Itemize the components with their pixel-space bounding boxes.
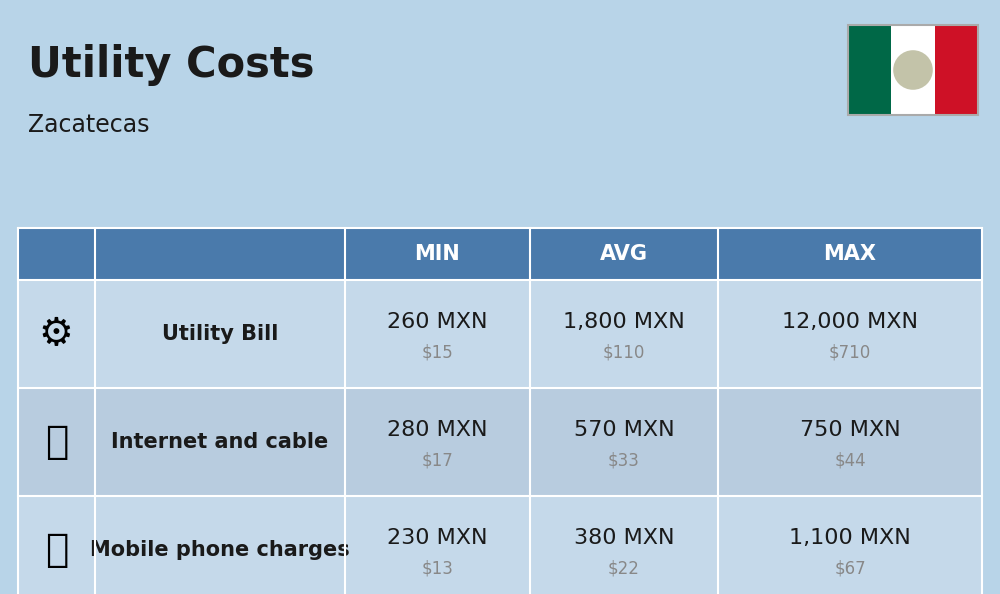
Bar [530,280,718,388]
Text: $710: $710 [829,343,871,361]
Text: $22: $22 [608,559,640,577]
Bar [530,388,718,496]
Bar [18,496,95,594]
Text: $110: $110 [603,343,645,361]
Text: ⚙️: ⚙️ [39,315,74,353]
Text: Internet and cable: Internet and cable [111,432,329,452]
Text: Utility Bill: Utility Bill [162,324,278,344]
Bar [95,496,345,594]
Circle shape [893,50,933,90]
Text: 📶: 📶 [45,423,68,461]
Text: 1,800 MXN: 1,800 MXN [563,312,685,332]
Bar [530,228,718,280]
Text: $13: $13 [422,559,453,577]
Text: 380 MXN: 380 MXN [574,528,674,548]
Text: MAX: MAX [824,244,876,264]
Text: Zacatecas: Zacatecas [28,113,150,137]
Bar [18,280,95,388]
Bar [848,25,978,115]
Text: $33: $33 [608,451,640,469]
Text: Mobile phone charges: Mobile phone charges [90,540,350,560]
Text: 280 MXN: 280 MXN [387,420,488,440]
Text: 570 MXN: 570 MXN [574,420,674,440]
Bar [18,228,95,280]
Text: 750 MXN: 750 MXN [800,420,900,440]
Text: Utility Costs: Utility Costs [28,44,314,86]
Text: $15: $15 [422,343,453,361]
Text: MIN: MIN [415,244,460,264]
Bar [848,25,891,115]
Bar [95,280,345,388]
Text: 260 MXN: 260 MXN [387,312,488,332]
Bar [95,388,345,496]
Bar [345,388,530,496]
Text: $17: $17 [422,451,453,469]
Bar [718,496,982,594]
Text: 1,100 MXN: 1,100 MXN [789,528,911,548]
Bar [935,25,978,115]
Text: 📱: 📱 [45,531,68,569]
Bar [718,280,982,388]
Bar [95,228,345,280]
Text: 12,000 MXN: 12,000 MXN [782,312,918,332]
Bar [18,388,95,496]
Bar [891,25,935,115]
Bar [530,496,718,594]
Bar [718,228,982,280]
Text: 230 MXN: 230 MXN [387,528,488,548]
Bar [345,280,530,388]
Text: $67: $67 [834,559,866,577]
Text: $44: $44 [834,451,866,469]
Bar [345,228,530,280]
Bar [718,388,982,496]
Text: AVG: AVG [600,244,648,264]
Bar [345,496,530,594]
